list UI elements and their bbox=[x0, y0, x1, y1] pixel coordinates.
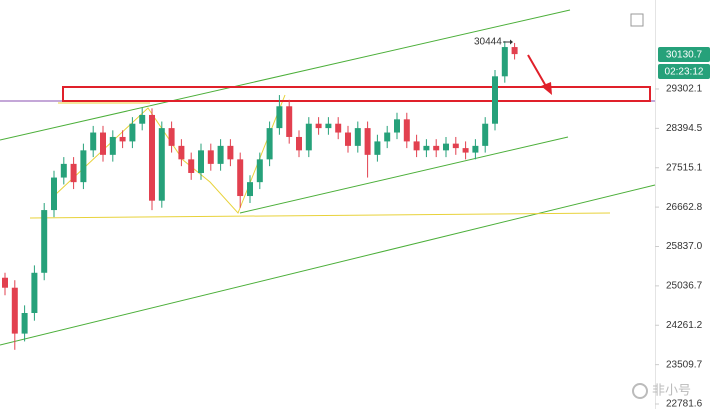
candle-body bbox=[2, 277, 8, 288]
candle-body bbox=[149, 114, 155, 201]
y-tick-label: 25837.0 bbox=[666, 241, 703, 252]
candle-body bbox=[443, 143, 449, 151]
high-annotation: 30444 bbox=[474, 37, 502, 48]
candle-body bbox=[511, 47, 518, 55]
candle-body bbox=[413, 141, 420, 151]
candle-body bbox=[325, 123, 332, 129]
candle-body bbox=[41, 210, 48, 273]
candle-body bbox=[60, 163, 67, 178]
channel-bottom bbox=[0, 184, 656, 346]
y-tick-label: 25036.7 bbox=[666, 281, 703, 292]
candle-body bbox=[452, 143, 459, 149]
candle-body bbox=[11, 287, 18, 334]
candle-body bbox=[266, 128, 273, 160]
candle-body bbox=[384, 132, 391, 142]
candle-body bbox=[286, 106, 293, 137]
last-price: 30130.7 bbox=[666, 50, 703, 61]
watermark: 非小号 bbox=[652, 382, 691, 397]
support-line bbox=[29, 212, 611, 219]
candles bbox=[2, 41, 518, 350]
candle-body bbox=[217, 145, 224, 164]
candle-body bbox=[109, 136, 116, 155]
candle-body bbox=[433, 145, 440, 151]
candle-body bbox=[256, 159, 263, 183]
candle-body bbox=[374, 141, 381, 155]
expand-icon[interactable] bbox=[630, 13, 644, 27]
y-tick-label: 29302.1 bbox=[666, 84, 703, 95]
candle-body bbox=[198, 150, 204, 173]
annotation-arrowhead bbox=[510, 39, 513, 45]
y-axis: 29302.1 28394.5 27515.1 26662.8 25837.0 25036… bbox=[655, 84, 703, 409]
countdown: 02:23:12 bbox=[665, 67, 704, 78]
candle-body bbox=[394, 119, 400, 133]
y-tick-label: 22781.6 bbox=[666, 399, 703, 409]
candle-body bbox=[178, 145, 185, 160]
candle-body bbox=[423, 145, 430, 151]
candle-body bbox=[31, 272, 38, 313]
candle-body bbox=[80, 150, 87, 183]
candle-body bbox=[472, 145, 479, 153]
candle-body bbox=[70, 163, 77, 183]
candle-body bbox=[158, 128, 165, 201]
candle-body bbox=[90, 132, 97, 151]
y-tick-label: 28394.5 bbox=[666, 123, 703, 134]
candle-body bbox=[501, 47, 508, 77]
channel-lower bbox=[239, 136, 569, 214]
candle-body bbox=[237, 159, 244, 197]
candle-body bbox=[207, 150, 214, 164]
arrow-head bbox=[541, 82, 552, 95]
candle-body bbox=[51, 177, 57, 211]
candle-body bbox=[100, 132, 106, 155]
candle-body bbox=[345, 132, 351, 146]
candle-body bbox=[315, 123, 322, 129]
resistance-box bbox=[62, 86, 651, 102]
candle-body bbox=[492, 76, 498, 124]
candle-body bbox=[227, 145, 234, 160]
candle-body bbox=[188, 159, 195, 173]
price-box bbox=[658, 47, 710, 62]
y-tick-label: 26662.8 bbox=[666, 202, 703, 213]
candle-body bbox=[139, 114, 146, 124]
candle-body bbox=[482, 123, 489, 146]
candle-body bbox=[129, 123, 136, 142]
candle-body bbox=[305, 123, 312, 151]
candle-body bbox=[21, 312, 28, 334]
candle-body bbox=[354, 128, 361, 146]
candle-body bbox=[335, 123, 342, 133]
y-tick-label: 24261.2 bbox=[666, 320, 703, 331]
y-tick-label: 27515.1 bbox=[666, 162, 703, 173]
candle-body bbox=[296, 136, 302, 151]
watermark-logo bbox=[632, 383, 648, 399]
candle-body bbox=[119, 136, 126, 142]
candle-body bbox=[247, 182, 253, 197]
countdown-box bbox=[658, 64, 710, 79]
candle-body bbox=[403, 119, 410, 142]
candle-body bbox=[276, 106, 283, 129]
candle-body bbox=[462, 148, 469, 153]
arrow-line bbox=[527, 54, 548, 89]
candle-body bbox=[364, 128, 371, 155]
channel-upper bbox=[0, 9, 571, 141]
y-tick-label: 23509.7 bbox=[666, 359, 703, 370]
candle-body bbox=[168, 128, 175, 146]
